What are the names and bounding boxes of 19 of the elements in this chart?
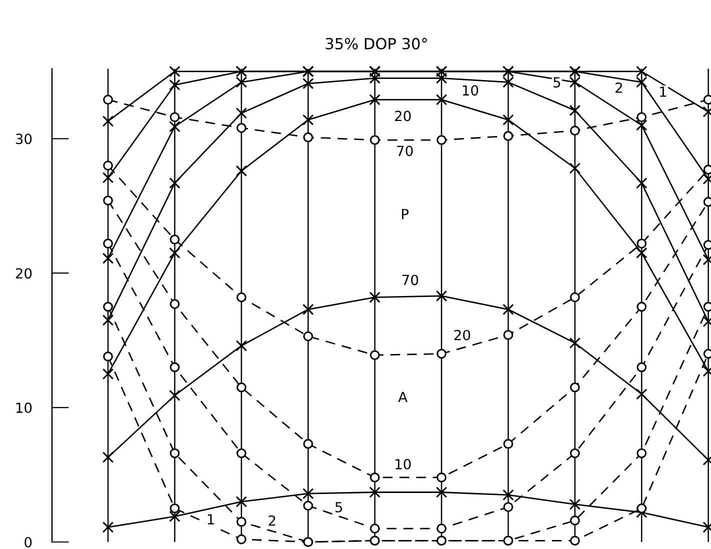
annotation: 10 [462,85,478,96]
annotation: A [398,392,408,402]
annotation: 10 [396,458,411,470]
annotation: 2 [616,82,622,93]
y-tick-label: 30 [16,134,32,144]
annotation: 5 [554,77,560,88]
annotation: P [402,209,409,220]
annotation: 5 [335,502,342,512]
annotation: 70 [397,146,413,156]
annotation: 1 [208,514,214,524]
annotation: 20 [395,110,411,122]
y-tick-label: 0 [24,536,32,548]
chart-title: 35% DOP 30° [326,38,427,50]
y-tick-label: 10 [16,402,32,414]
annotation: 70 [402,274,418,286]
y-tick-label: 20 [16,268,32,279]
annotation: 2 [268,515,276,526]
annotation: 1 [660,86,666,97]
annotation: 20 [454,330,470,340]
